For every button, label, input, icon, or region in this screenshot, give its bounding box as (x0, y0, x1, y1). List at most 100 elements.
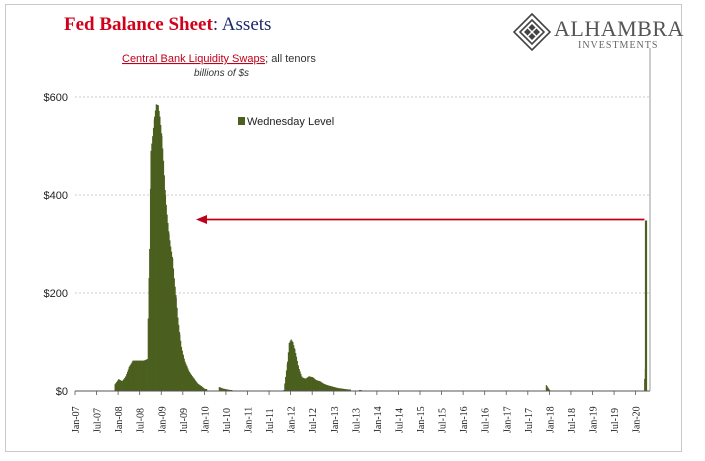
bar (187, 368, 189, 391)
bar (313, 378, 316, 391)
bar (180, 346, 183, 391)
bar (178, 324, 180, 391)
bar (127, 369, 129, 391)
bar (548, 388, 550, 391)
x-tick-label: Jul-12 (308, 408, 319, 433)
bar (120, 380, 122, 391)
y-tick-label: $200 (44, 288, 68, 300)
chart-frame (5, 4, 682, 452)
bar (141, 360, 143, 391)
bar (168, 234, 170, 391)
x-tick-label: Jul-14 (394, 408, 405, 433)
bar (116, 381, 118, 391)
bar (133, 360, 135, 391)
bar (219, 387, 221, 391)
bar (150, 150, 152, 391)
bar (338, 388, 341, 391)
bar (326, 385, 328, 391)
bar (330, 386, 332, 391)
x-axis-ticks: Jan-07 Jul-07 Jan-08 Jul-08 Jan-09 Jul-09 Jan-… (71, 391, 643, 433)
x-tick-label: Jan-10 (200, 406, 211, 433)
bar (160, 124, 162, 391)
bar (139, 360, 141, 391)
bar (201, 386, 203, 391)
bar (342, 388, 344, 391)
bar (301, 377, 303, 391)
bar (291, 340, 293, 391)
x-tick-label: Jul-09 (179, 408, 190, 433)
diamond-lattice-icon (512, 12, 552, 52)
bar (329, 385, 331, 391)
bar (284, 383, 286, 391)
bar (193, 378, 195, 391)
bar (206, 389, 208, 391)
bar (163, 175, 165, 391)
bar (134, 360, 137, 391)
bar (320, 381, 322, 391)
legend-swatch (238, 117, 245, 125)
x-tick-label: Jul-19 (610, 408, 621, 433)
bar (333, 387, 335, 391)
bar (220, 387, 222, 391)
brand-logo: ALHAMBRA INVESTMENTS (512, 12, 683, 52)
bar (337, 388, 339, 391)
x-tick-label: Jul-10 (222, 408, 233, 433)
x-tick-label: Jul-08 (136, 408, 147, 433)
title-main: Fed Balance Sheet (64, 14, 213, 35)
bar (179, 334, 181, 391)
bar (285, 376, 287, 391)
bar (314, 379, 316, 391)
bar (185, 363, 187, 391)
bar (181, 350, 183, 391)
bar (154, 116, 156, 391)
page-title: Fed Balance Sheet: Assets (64, 14, 271, 36)
bar (300, 373, 302, 391)
bar (345, 389, 347, 391)
bar (117, 380, 119, 391)
bar (336, 387, 338, 391)
bar (142, 360, 144, 391)
bar (173, 278, 175, 391)
bar (143, 360, 145, 391)
bar (162, 160, 165, 391)
bar (130, 363, 132, 391)
annotation-arrow (196, 215, 645, 224)
bar (546, 386, 548, 391)
bar (151, 143, 153, 391)
bar (644, 378, 646, 391)
bar (122, 380, 124, 391)
bar (338, 388, 340, 391)
bar (194, 379, 196, 391)
chart-labels: Central Bank Liquidity Swaps ; all tenor… (122, 53, 334, 128)
bar (172, 258, 174, 391)
bar (129, 365, 131, 391)
bar (188, 370, 190, 391)
bar (293, 345, 295, 391)
y-axis-ticks: $0 $200 $400 $600 (44, 92, 68, 398)
bar (147, 318, 149, 391)
bar (332, 386, 334, 391)
bar (287, 352, 290, 391)
bar (325, 384, 327, 391)
chart-title: Central Bank Liquidity Swaps (122, 53, 266, 65)
bar (226, 389, 228, 391)
x-tick-label: Jul-15 (438, 408, 449, 433)
logo-subtitle: INVESTMENTS (578, 40, 659, 51)
bar (290, 339, 292, 391)
bar (118, 379, 121, 391)
bar (159, 116, 161, 391)
bar (190, 374, 193, 391)
bar (183, 358, 185, 391)
bar (164, 195, 167, 391)
bar (328, 385, 330, 391)
bar (321, 382, 324, 391)
bar (200, 386, 202, 391)
bar (303, 377, 305, 391)
bar (115, 383, 117, 391)
bar (154, 110, 157, 391)
bar (169, 240, 171, 391)
bar (335, 387, 337, 391)
bar (156, 104, 158, 391)
bar (221, 388, 223, 391)
bar (303, 378, 306, 391)
